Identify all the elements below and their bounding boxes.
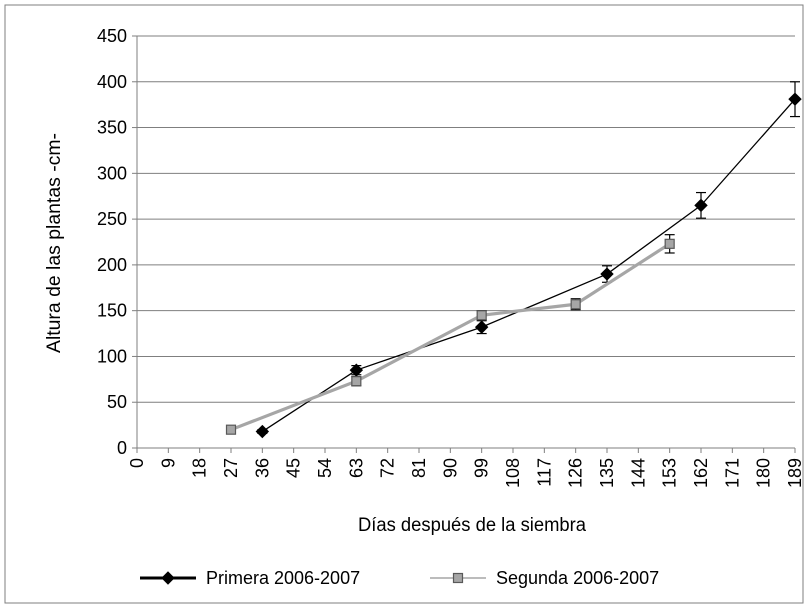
data-point-marker (452, 572, 464, 584)
x-tick-label: 18 (190, 458, 210, 478)
x-tick-label: 36 (252, 458, 272, 478)
chart-border (4, 4, 804, 604)
legend-item-1: Primera 2006-2007 (140, 568, 360, 588)
x-axis-title: Días después de la siembra (358, 515, 586, 536)
y-tick-label: 100 (97, 346, 127, 366)
gridlines (137, 35, 795, 403)
data-point-marker (570, 299, 581, 310)
y-tick-label: 250 (97, 209, 127, 229)
x-tick-label: 126 (566, 458, 586, 488)
data-point-marker (664, 238, 675, 249)
x-tick-label: 99 (472, 458, 492, 478)
y-tick-label: 200 (97, 255, 127, 275)
y-tick-label: 0 (117, 438, 127, 458)
x-tick-label: 135 (597, 458, 617, 488)
x-tick-label: 162 (691, 458, 711, 488)
x-tick-label: 90 (440, 458, 460, 478)
series-layer (225, 81, 802, 439)
data-point-marker (694, 198, 708, 213)
x-tick-label: 180 (754, 458, 774, 488)
series-2 (225, 234, 675, 435)
data-point-marker (255, 424, 270, 439)
x-tick-label: 72 (378, 458, 398, 478)
y-tick-label: 150 (97, 301, 127, 321)
x-tick-label: 54 (315, 458, 335, 478)
x-tick-label: 108 (503, 458, 523, 488)
data-point-marker (161, 571, 175, 585)
data-point-marker (476, 310, 487, 321)
x-tick-label: 45 (284, 458, 304, 478)
x-tick-label: 144 (628, 458, 648, 488)
y-axis-title: Altura de las plantas -cm- (44, 133, 65, 353)
data-point-marker (600, 267, 614, 281)
data-point-marker (351, 376, 362, 387)
legend-item-2: Segunda 2006-2007 (430, 568, 659, 588)
x-tick-label: 63 (346, 458, 366, 478)
x-tick-label: 81 (409, 458, 429, 478)
y-tick-label: 400 (97, 72, 127, 92)
data-point-marker (474, 320, 489, 334)
legend: Primera 2006-2007 Segunda 2006-2007 (140, 568, 659, 588)
y-tick-label: 350 (97, 118, 127, 138)
y-tick-label: 300 (97, 163, 127, 183)
x-tick-label: 117 (534, 458, 554, 487)
x-tick-label: 189 (785, 458, 805, 488)
data-point-marker (788, 92, 802, 106)
series-line (261, 98, 796, 433)
x-tick-label: 171 (722, 458, 742, 488)
x-tick-label: 9 (158, 458, 178, 468)
legend-label: Primera 2006-2007 (206, 568, 360, 588)
x-tick-label: 27 (221, 458, 241, 478)
x-tick-label: 0 (127, 458, 147, 468)
y-tick-label: 450 (97, 26, 127, 46)
y-tick-label: 50 (107, 392, 127, 412)
tick-labels: 0 50 100 150 200 250 300 350 400 450 0 9 18 27 36 45 54 6… (97, 26, 805, 488)
data-point-marker (225, 424, 237, 435)
axes (132, 35, 796, 453)
legend-label: Segunda 2006-2007 (496, 568, 659, 588)
x-tick-label: 153 (660, 458, 680, 488)
